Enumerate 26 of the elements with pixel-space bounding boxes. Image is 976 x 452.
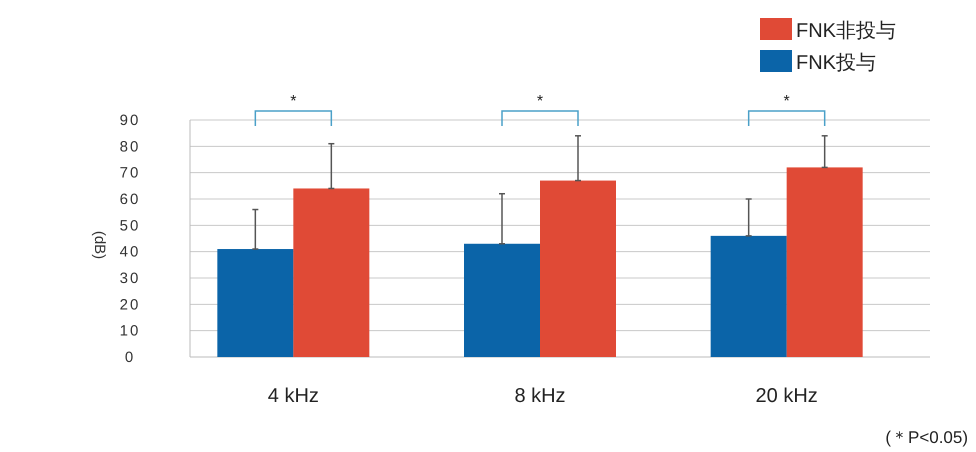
bar (217, 249, 294, 357)
text: (＊P<0.05) (885, 428, 968, 447)
legend-label: FNK投与 (796, 52, 876, 74)
y-tick-label: 10 (120, 322, 140, 340)
text: * (784, 93, 790, 110)
x-tick-label: 4 kHz (268, 385, 319, 407)
text: * (290, 93, 296, 110)
bar (710, 236, 787, 357)
text: * (536, 93, 544, 110)
y-tick-label: 50 (120, 217, 140, 234)
y-tick-label: 20 (120, 296, 140, 314)
bar (293, 188, 370, 357)
legend-label: FNK非投与 (796, 20, 896, 42)
y-tick-label: 80 (120, 138, 140, 156)
bar (786, 167, 863, 357)
x-tick-label: 8 kHz (514, 385, 566, 407)
y-axis-title: (dB) (91, 230, 108, 260)
y-tick-label: 90 (120, 112, 140, 129)
bar (540, 180, 616, 357)
x-tick-label: 20 kHz (756, 385, 818, 407)
y-tick-label: 30 (120, 270, 140, 287)
y-tick-label: 60 (120, 191, 140, 208)
y-tick-label: 70 (120, 164, 140, 182)
y-tick-label: 40 (120, 244, 140, 261)
y-tick-label: 0 (124, 349, 136, 366)
bar (464, 244, 540, 357)
